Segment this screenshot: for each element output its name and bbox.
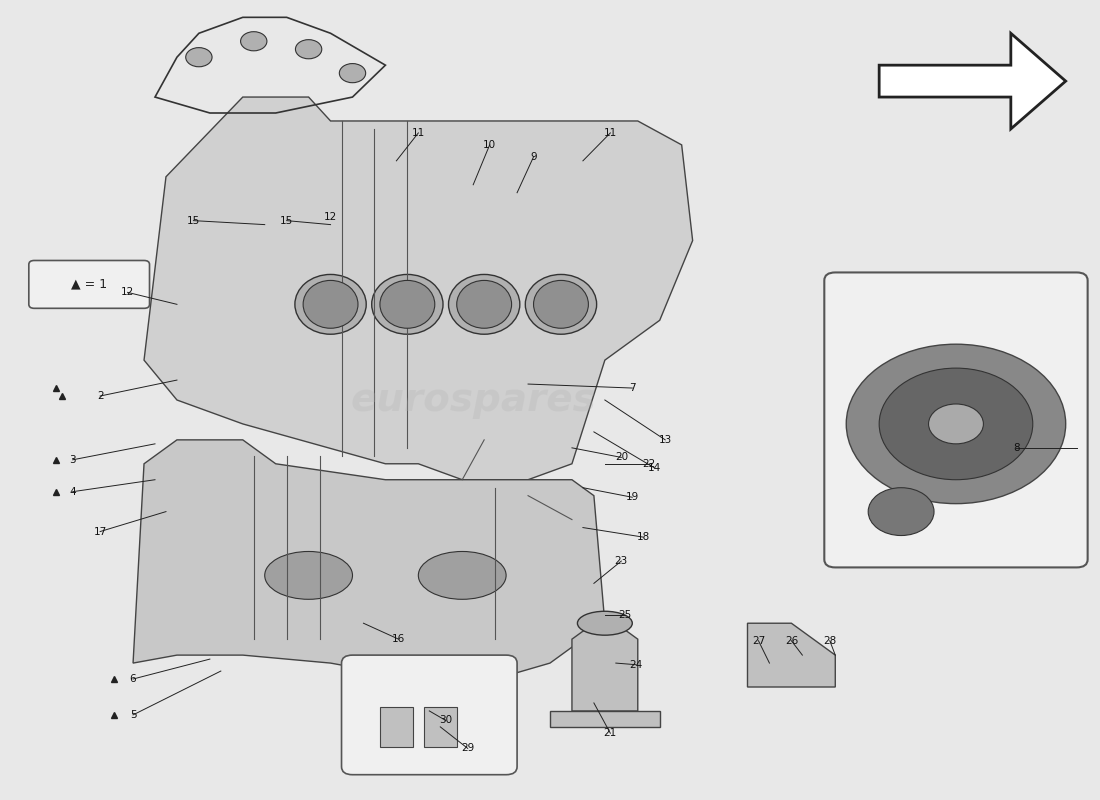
Circle shape [879, 368, 1033, 480]
Ellipse shape [372, 274, 443, 334]
Circle shape [339, 63, 365, 82]
Text: 21: 21 [604, 728, 617, 738]
Ellipse shape [449, 274, 520, 334]
Ellipse shape [578, 611, 632, 635]
Text: 24: 24 [629, 660, 642, 670]
Text: 8: 8 [1013, 443, 1020, 453]
Text: 15: 15 [280, 216, 294, 226]
Text: 3: 3 [69, 454, 76, 465]
Text: 12: 12 [121, 287, 134, 298]
Bar [550, 711, 660, 727]
Text: 7: 7 [629, 383, 636, 393]
Text: 28: 28 [823, 636, 836, 646]
Ellipse shape [304, 281, 358, 328]
Circle shape [186, 48, 212, 66]
Text: 10: 10 [483, 140, 496, 150]
Polygon shape [748, 623, 835, 687]
Text: 5: 5 [130, 710, 136, 720]
Text: 15: 15 [187, 216, 200, 226]
Ellipse shape [526, 274, 596, 334]
Bar [379, 707, 412, 746]
Bar [424, 707, 456, 746]
Text: 4: 4 [69, 486, 76, 497]
Circle shape [868, 488, 934, 535]
Text: 2: 2 [97, 391, 103, 401]
Ellipse shape [295, 274, 366, 334]
Ellipse shape [534, 281, 588, 328]
Text: ▲ = 1: ▲ = 1 [72, 278, 107, 291]
Text: 11: 11 [411, 128, 425, 138]
Ellipse shape [379, 281, 434, 328]
Text: 25: 25 [618, 610, 631, 620]
Text: 12: 12 [323, 212, 338, 222]
Circle shape [928, 404, 983, 444]
FancyBboxPatch shape [341, 655, 517, 774]
Text: 6: 6 [130, 674, 136, 684]
Polygon shape [144, 97, 693, 480]
Text: 9: 9 [530, 152, 537, 162]
Polygon shape [879, 34, 1066, 129]
Ellipse shape [456, 281, 512, 328]
Circle shape [241, 32, 267, 51]
Text: eurospares: eurospares [350, 381, 596, 419]
Text: 16: 16 [392, 634, 405, 644]
Ellipse shape [418, 551, 506, 599]
Text: 11: 11 [604, 128, 617, 138]
Ellipse shape [265, 551, 352, 599]
FancyBboxPatch shape [824, 273, 1088, 567]
Text: 13: 13 [659, 435, 672, 445]
Circle shape [296, 40, 322, 58]
Text: 22: 22 [642, 458, 656, 469]
Circle shape [846, 344, 1066, 504]
Text: 14: 14 [648, 462, 661, 473]
Polygon shape [572, 623, 638, 711]
Text: 20: 20 [615, 452, 628, 462]
Text: 29: 29 [461, 743, 474, 754]
Text: 27: 27 [751, 636, 766, 646]
FancyBboxPatch shape [29, 261, 150, 308]
Text: 23: 23 [615, 556, 628, 566]
Polygon shape [133, 440, 605, 679]
Text: 19: 19 [626, 492, 639, 502]
Text: 18: 18 [637, 532, 650, 542]
Text: 17: 17 [94, 526, 107, 537]
Text: 26: 26 [784, 636, 798, 646]
Text: 30: 30 [439, 715, 452, 726]
